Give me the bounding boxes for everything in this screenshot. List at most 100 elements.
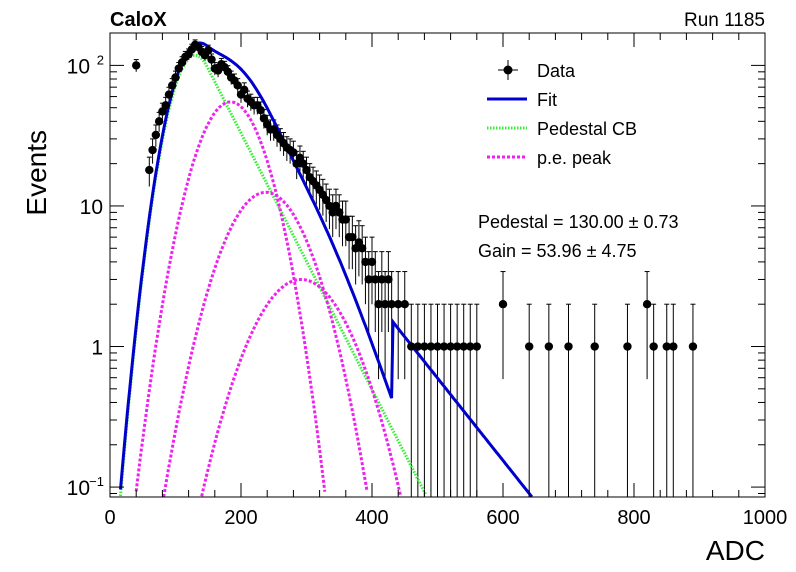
x-tick-label: 400: [355, 507, 388, 529]
data-point: [240, 85, 249, 95]
data-point: [407, 342, 416, 351]
fit-result-pedestal: Pedestal = 130.00 ± 0.73: [478, 212, 679, 232]
x-axis-label: ADC: [706, 535, 765, 566]
y-tick-label: 1: [91, 337, 103, 360]
data-point: [472, 342, 481, 351]
data-error-bar: [546, 303, 552, 497]
data-error-bar: [441, 303, 447, 497]
data-error-bar: [644, 271, 650, 380]
data-point: [331, 201, 341, 211]
error-bars-layer: [133, 39, 696, 497]
data-error-bar: [359, 225, 365, 285]
y-tick-label: 10: [80, 196, 103, 219]
data-error-bar: [566, 303, 571, 497]
data-error-bar: [526, 303, 532, 497]
legend-pe-label: p.e. peak: [537, 148, 612, 168]
data-error-bar: [664, 303, 670, 497]
data-error-bar: [382, 271, 388, 380]
data-error-bar: [461, 303, 467, 497]
data-error-bar: [349, 215, 355, 270]
data-point: [154, 117, 164, 126]
plot-frame: [109, 32, 766, 498]
data-point: [164, 90, 174, 99]
pe-peak-3-curve: [200, 278, 403, 498]
data-point: [328, 208, 337, 217]
data-point: [564, 342, 573, 351]
data-point: [302, 165, 311, 175]
data-point: [158, 107, 167, 116]
data-point: [590, 342, 599, 351]
data-point: [544, 342, 554, 351]
y-axis-label: Events: [21, 130, 52, 216]
data-point: [299, 159, 308, 168]
data-error-bar: [369, 236, 375, 305]
data-error-bar: [421, 303, 427, 497]
data-error-bar: [690, 303, 696, 497]
data-error-bar: [500, 271, 506, 380]
data-point: [466, 342, 475, 351]
data-error-bar: [346, 215, 352, 270]
data-point: [148, 145, 157, 155]
legend-pedestal-label: Pedestal CB: [537, 119, 637, 139]
data-point: [289, 148, 298, 157]
data-point: [394, 300, 403, 309]
data-error-bar: [624, 303, 630, 497]
data-point: [357, 244, 367, 253]
data-point: [459, 342, 468, 351]
data-point: [387, 300, 396, 309]
header-left-label: CaloX: [110, 9, 167, 31]
data-point: [335, 208, 344, 217]
data-point: [433, 342, 442, 351]
y-tick-exponent: 2: [97, 52, 104, 67]
data-point: [348, 232, 357, 242]
data-error-bar: [592, 303, 598, 497]
data-error-bar: [372, 251, 378, 333]
data-error-bar: [402, 271, 408, 380]
y-tick-label: 10: [67, 477, 90, 500]
data-point: [325, 201, 334, 211]
data-point: [623, 342, 632, 351]
data-point: [525, 342, 534, 351]
data-point: [498, 300, 508, 309]
data-point: [161, 101, 170, 110]
data-point: [377, 275, 387, 284]
data-point: [145, 165, 154, 175]
data-point: [341, 215, 350, 224]
y-tick-label: 10: [67, 55, 90, 78]
data-error-bar: [448, 303, 454, 497]
x-tick-label: 1000: [743, 507, 788, 529]
fit-result-gain: Gain = 53.96 ± 4.75: [478, 241, 637, 261]
data-point: [171, 73, 180, 82]
data-error-bar: [670, 303, 676, 497]
data-point: [233, 81, 242, 90]
pe-peak-2-curve: [162, 190, 369, 498]
data-point: [204, 46, 213, 55]
data-point: [207, 55, 216, 64]
legend-data-symbol: [498, 60, 518, 80]
data-point: [364, 275, 373, 284]
data-error-bar: [467, 303, 473, 497]
data-point: [361, 257, 370, 267]
data-point: [168, 81, 177, 90]
data-point: [213, 66, 223, 75]
data-error-bar: [366, 251, 372, 333]
data-point: [662, 342, 671, 351]
x-tick-label: 0: [104, 507, 115, 529]
data-point: [426, 342, 436, 351]
data-point: [688, 342, 698, 351]
data-point: [669, 342, 678, 351]
data-point: [446, 342, 455, 351]
legend-data-label: Data: [537, 61, 576, 81]
data-error-bar: [395, 271, 401, 380]
x-tick-label: 800: [617, 507, 650, 529]
data-point: [371, 275, 380, 284]
data-point: [384, 275, 393, 284]
data-error-bar: [428, 303, 434, 497]
data-error-bar: [408, 303, 414, 497]
y-tick-exponent: −1: [89, 474, 104, 489]
legend: Data Fit Pedestal CB p.e. peak: [487, 60, 637, 168]
data-point: [420, 342, 429, 351]
data-point: [452, 342, 462, 351]
